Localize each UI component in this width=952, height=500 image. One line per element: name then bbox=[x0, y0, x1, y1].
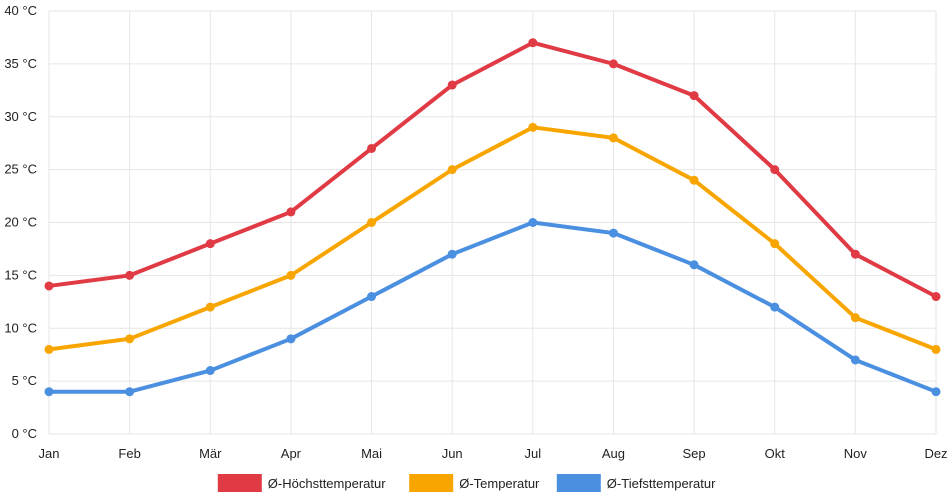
y-tick-label: 0 °C bbox=[12, 426, 37, 441]
data-point[interactable] bbox=[447, 80, 457, 90]
data-point[interactable] bbox=[125, 387, 135, 397]
x-tick-label: Dez bbox=[924, 446, 947, 461]
data-point[interactable] bbox=[931, 292, 941, 302]
data-point[interactable] bbox=[447, 249, 457, 259]
series-1 bbox=[44, 122, 941, 354]
x-tick-label: Feb bbox=[118, 446, 140, 461]
legend-label: Ø-Temperatur bbox=[459, 476, 540, 491]
data-point[interactable] bbox=[528, 122, 538, 132]
data-point[interactable] bbox=[528, 38, 538, 48]
grid bbox=[48, 10, 937, 435]
data-point[interactable] bbox=[931, 387, 941, 397]
data-point[interactable] bbox=[286, 207, 296, 217]
data-point[interactable] bbox=[447, 165, 457, 175]
data-point[interactable] bbox=[608, 133, 618, 143]
data-point[interactable] bbox=[689, 260, 699, 270]
series-0 bbox=[44, 38, 941, 302]
x-tick-label: Sep bbox=[683, 446, 706, 461]
y-tick-label: 20 °C bbox=[4, 215, 37, 230]
legend-swatch bbox=[556, 474, 601, 492]
series-line bbox=[47, 40, 938, 299]
x-tick-label: Aug bbox=[602, 446, 625, 461]
data-point[interactable] bbox=[850, 313, 860, 323]
x-tick-label: Okt bbox=[765, 446, 786, 461]
data-point[interactable] bbox=[608, 228, 618, 238]
x-tick-label: Jul bbox=[525, 446, 542, 461]
data-point[interactable] bbox=[931, 344, 941, 354]
data-point[interactable] bbox=[205, 239, 215, 249]
y-tick-label: 30 °C bbox=[4, 109, 37, 124]
x-tick-label: Mai bbox=[361, 446, 382, 461]
data-point[interactable] bbox=[286, 270, 296, 280]
x-axis-ticks: Jan Feb Mär Apr Mai Jun Jul Aug Sep Okt Nov Dez bbox=[39, 446, 948, 461]
data-point[interactable] bbox=[770, 302, 780, 312]
series-line bbox=[47, 125, 938, 352]
y-tick-label: 15 °C bbox=[4, 267, 37, 282]
legend-item[interactable]: Ø-Höchsttemperatur bbox=[217, 474, 386, 492]
data-point[interactable] bbox=[770, 239, 780, 249]
data-point[interactable] bbox=[367, 143, 377, 153]
data-point[interactable] bbox=[367, 218, 377, 227]
y-axis-ticks: 0 °C 5 °C 10 °C 15 °C 20 °C 25 °C 30 °C 35 °C 40… bbox=[4, 3, 37, 441]
legend-label: Ø-Höchsttemperatur bbox=[268, 476, 386, 491]
legend-item[interactable]: Ø-Temperatur bbox=[409, 474, 540, 492]
data-point[interactable] bbox=[608, 59, 618, 69]
y-tick-label: 10 °C bbox=[4, 320, 37, 335]
data-point[interactable] bbox=[770, 165, 780, 175]
data-point[interactable] bbox=[44, 387, 54, 397]
data-point[interactable] bbox=[689, 91, 699, 101]
data-point[interactable] bbox=[125, 270, 135, 280]
x-tick-label: Nov bbox=[844, 446, 868, 461]
legend: Ø-Höchsttemperatur Ø-Temperatur Ø-Tiefstte… bbox=[217, 474, 716, 492]
y-tick-label: 35 °C bbox=[4, 56, 37, 71]
x-tick-label: Mär bbox=[199, 446, 222, 461]
x-tick-label: Apr bbox=[281, 446, 302, 461]
data-point[interactable] bbox=[125, 334, 135, 344]
legend-item[interactable]: Ø-Tiefsttemperatur bbox=[556, 474, 716, 492]
data-point[interactable] bbox=[44, 344, 54, 354]
series-lines bbox=[44, 38, 941, 397]
data-point[interactable] bbox=[205, 302, 215, 312]
y-tick-label: 40 °C bbox=[4, 3, 37, 18]
x-tick-label: Jun bbox=[442, 446, 463, 461]
data-point[interactable] bbox=[205, 366, 215, 376]
data-point[interactable] bbox=[850, 249, 860, 259]
data-point[interactable] bbox=[528, 218, 538, 227]
data-point[interactable] bbox=[44, 281, 54, 291]
legend-swatch bbox=[409, 474, 454, 492]
data-point[interactable] bbox=[286, 334, 296, 344]
series-2 bbox=[44, 218, 941, 397]
y-tick-label: 5 °C bbox=[12, 373, 37, 388]
legend-swatch bbox=[217, 474, 262, 492]
y-tick-label: 25 °C bbox=[4, 162, 37, 177]
data-point[interactable] bbox=[689, 175, 699, 185]
series-line bbox=[47, 220, 938, 394]
data-point[interactable] bbox=[850, 355, 860, 365]
legend-label: Ø-Tiefsttemperatur bbox=[607, 476, 716, 491]
x-tick-label: Jan bbox=[39, 446, 60, 461]
data-point[interactable] bbox=[367, 292, 377, 302]
